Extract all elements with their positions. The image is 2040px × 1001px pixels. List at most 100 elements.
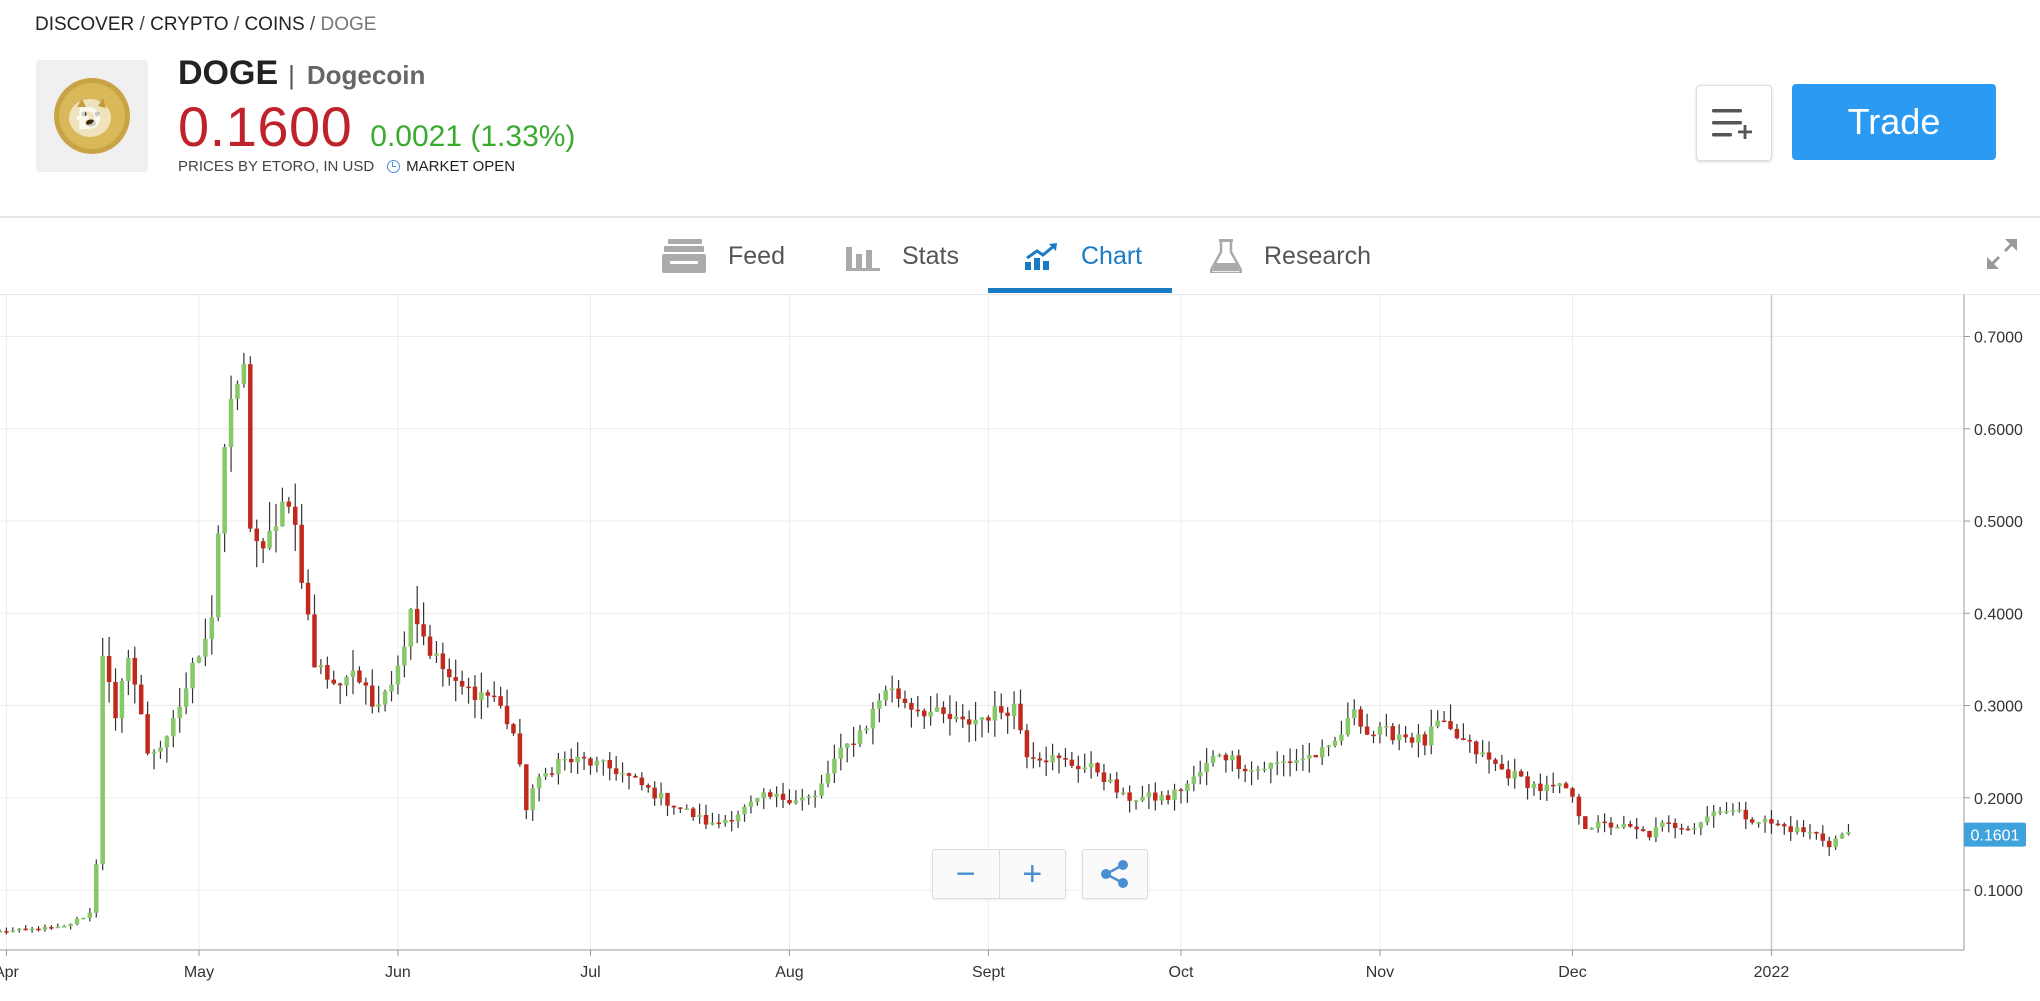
- candle-body: [581, 756, 587, 759]
- candle-body: [915, 709, 921, 712]
- candle-body: [402, 646, 407, 666]
- candle-body: [498, 696, 503, 706]
- x-tick-label: May: [184, 964, 214, 981]
- x-tick-label: 2022: [1754, 964, 1790, 981]
- candle-body: [126, 657, 131, 681]
- candle-body: [1814, 831, 1819, 834]
- candle-body: [1711, 811, 1716, 817]
- tab-stats[interactable]: Stats: [846, 218, 959, 294]
- candle-body: [94, 864, 99, 913]
- candle-body: [748, 801, 754, 807]
- candle-body: [1255, 769, 1261, 771]
- candle-body: [690, 808, 696, 817]
- candle-body: [1217, 754, 1222, 757]
- candle-body: [215, 533, 221, 618]
- candle-body: [1050, 755, 1055, 763]
- svg-text:Ð: Ð: [76, 102, 101, 137]
- candle-body: [1088, 763, 1094, 768]
- candle-body: [222, 447, 227, 534]
- candle-body: [228, 398, 234, 448]
- candle-body: [1756, 822, 1761, 824]
- x-tick-label: Dec: [1558, 964, 1586, 981]
- candle-body: [504, 705, 510, 725]
- candle-body: [1140, 796, 1145, 801]
- tab-label: Stats: [902, 241, 959, 270]
- candle-body: [1076, 765, 1081, 770]
- candle-body: [427, 636, 433, 656]
- candle-body: [1512, 771, 1517, 779]
- x-tick-label: Apr: [0, 964, 20, 981]
- candle-body: [370, 685, 375, 707]
- candle-body: [844, 743, 850, 748]
- candle-body: [979, 717, 985, 720]
- candle-body: [780, 793, 786, 800]
- candle-body: [42, 927, 48, 930]
- candle-body: [806, 796, 811, 798]
- tab-research[interactable]: Research: [1210, 218, 1371, 294]
- fullscreen-expand-icon[interactable]: [1985, 237, 2019, 276]
- candle-body: [440, 653, 446, 670]
- breadcrumb-separator: /: [134, 14, 151, 35]
- zoom-in-button[interactable]: +: [1022, 854, 1043, 893]
- candle-body: [395, 665, 401, 685]
- breadcrumb-crypto[interactable]: CRYPTO: [150, 14, 229, 35]
- candle-body: [973, 719, 978, 725]
- feed-icon: [662, 239, 706, 273]
- breadcrumb-discover[interactable]: DISCOVER: [35, 14, 135, 35]
- trade-button[interactable]: Trade: [1792, 84, 1996, 160]
- candle-body: [1377, 726, 1383, 735]
- candle-body: [479, 692, 484, 701]
- candle-body: [684, 808, 690, 811]
- candle-body: [1666, 822, 1672, 824]
- candlestick-chart[interactable]: 0.1000 0.2000 0.3000 0.4000 0.5000 0.6000 0.70…: [0, 295, 2040, 996]
- research-flask-icon: [1210, 239, 1242, 273]
- add-to-watchlist-button[interactable]: [1696, 85, 1772, 161]
- candle-body: [389, 684, 394, 692]
- tab-chart[interactable]: Chart: [1025, 218, 1142, 294]
- share-button[interactable]: [1082, 849, 1148, 899]
- candle-body: [1717, 811, 1723, 814]
- candle-body: [1839, 834, 1845, 839]
- candle-body: [421, 624, 426, 637]
- candle-body: [1063, 758, 1068, 760]
- tab-feed[interactable]: Feed: [662, 218, 785, 294]
- candle-body: [819, 783, 824, 796]
- candle-body: [838, 747, 844, 759]
- candle-body: [61, 926, 67, 928]
- candle-body: [1069, 759, 1075, 766]
- candle-body: [1589, 828, 1594, 830]
- candle-body: [254, 528, 259, 542]
- candle-body: [1249, 770, 1254, 772]
- candle-body: [1493, 759, 1498, 764]
- breadcrumb-coins[interactable]: COINS: [244, 14, 305, 35]
- candle-body: [1120, 792, 1126, 794]
- candle-body: [934, 707, 940, 712]
- instrument-tabs: Feed Stats Chart: [0, 218, 2040, 295]
- candle-body: [491, 695, 497, 698]
- candle-body: [986, 717, 991, 721]
- candle-body: [113, 681, 118, 719]
- candle-body: [588, 758, 593, 766]
- candle-body: [1409, 737, 1415, 743]
- candle-body: [928, 711, 933, 717]
- candle-body: [55, 926, 61, 928]
- candle-body: [1133, 800, 1139, 803]
- candle-body: [350, 670, 356, 677]
- candle-body: [363, 682, 369, 686]
- breadcrumb-current: DOGE: [320, 14, 377, 35]
- candle-body: [132, 657, 138, 685]
- candle-body: [742, 806, 747, 815]
- candle-body: [466, 686, 471, 689]
- candle-body: [1326, 745, 1331, 748]
- dogecoin-logo: Ð: [36, 60, 148, 172]
- candle-body: [716, 822, 722, 825]
- price-chart[interactable]: 0.1000 0.2000 0.3000 0.4000 0.5000 0.6000 0.70…: [0, 295, 2040, 996]
- dogecoin-logo-icon: Ð: [54, 78, 130, 154]
- zoom-out-button[interactable]: −: [933, 850, 1000, 898]
- candle-body: [196, 656, 202, 663]
- candle-body: [960, 716, 965, 720]
- candle-body: [658, 792, 664, 799]
- candle-body: [331, 679, 336, 684]
- candle-body: [1615, 827, 1620, 829]
- y-tick-label: 0.7000: [1974, 330, 2023, 347]
